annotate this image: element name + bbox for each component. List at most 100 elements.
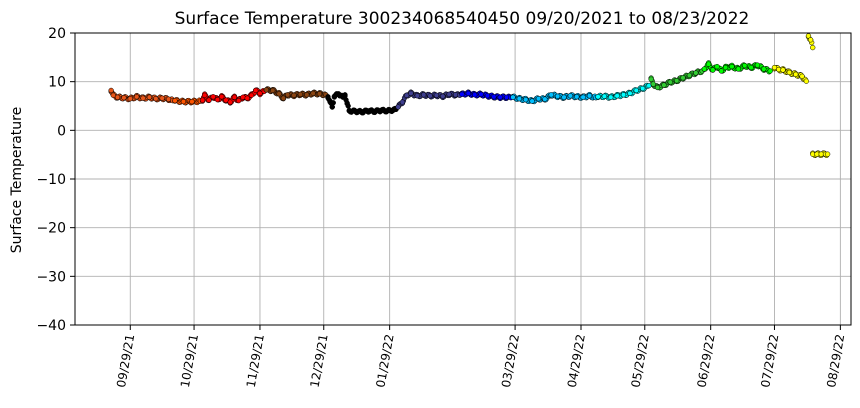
data-point xyxy=(561,94,567,100)
data-point xyxy=(654,84,661,91)
data-point xyxy=(214,97,221,103)
data-point xyxy=(223,97,229,103)
data-series xyxy=(701,60,773,75)
data-point xyxy=(667,79,673,85)
data-point xyxy=(718,68,724,74)
data-point xyxy=(189,98,195,105)
data-point xyxy=(335,91,342,97)
data-point xyxy=(414,93,420,99)
data-point xyxy=(329,104,335,110)
x-tick-label: 11/29/21 xyxy=(244,333,267,389)
data-point xyxy=(446,91,452,97)
data-point xyxy=(127,96,133,102)
data-point xyxy=(121,95,127,101)
data-point xyxy=(735,66,741,72)
data-point xyxy=(257,90,263,96)
data-point xyxy=(270,87,276,94)
data-point xyxy=(459,91,465,97)
data-point xyxy=(263,87,269,93)
data-point xyxy=(310,90,316,96)
data-point xyxy=(297,91,304,97)
data-point xyxy=(661,82,667,88)
data-point xyxy=(240,94,246,100)
data-point xyxy=(810,44,816,51)
data-point xyxy=(542,96,548,102)
data-point xyxy=(291,92,297,98)
y-tick-label: −20 xyxy=(36,221,66,237)
data-point xyxy=(620,92,627,98)
data-point xyxy=(824,151,831,157)
data-series xyxy=(108,87,176,104)
data-point xyxy=(276,91,282,97)
data-point xyxy=(284,92,291,98)
data-point xyxy=(523,97,529,103)
data-point xyxy=(580,94,586,100)
data-point xyxy=(280,95,287,101)
data-point xyxy=(472,92,478,98)
data-point xyxy=(110,92,116,98)
data-point xyxy=(780,67,786,73)
data-point xyxy=(440,93,446,99)
data-point xyxy=(693,70,699,76)
data-point xyxy=(231,94,238,100)
data-point xyxy=(327,99,333,105)
data-point xyxy=(722,64,729,71)
data-point xyxy=(803,78,810,84)
data-point xyxy=(465,90,471,96)
data-point xyxy=(771,64,778,71)
data-point xyxy=(365,108,372,114)
data-point xyxy=(705,61,712,67)
data-point xyxy=(710,67,716,73)
data-point xyxy=(114,94,121,100)
data-point xyxy=(627,90,633,96)
data-point xyxy=(714,63,720,70)
data-point xyxy=(633,87,639,94)
data-point xyxy=(608,94,614,100)
data-point xyxy=(433,92,440,98)
data-point xyxy=(172,97,178,104)
data-point xyxy=(202,92,208,98)
x-tick-label: 07/29/22 xyxy=(758,333,781,389)
data-point xyxy=(601,93,608,99)
data-point xyxy=(346,108,352,114)
data-point xyxy=(384,108,391,114)
x-tick-label: 08/29/22 xyxy=(824,333,847,389)
grid-layer xyxy=(75,32,851,326)
data-point xyxy=(352,108,359,115)
data-series xyxy=(395,89,463,110)
data-point xyxy=(325,94,331,100)
data-point xyxy=(408,90,414,96)
data-point xyxy=(807,37,814,43)
data-point xyxy=(378,107,384,114)
data-point xyxy=(153,96,159,102)
data-point xyxy=(219,94,225,100)
data-point xyxy=(761,66,767,72)
data-point xyxy=(595,94,601,100)
data-point xyxy=(567,93,574,99)
x-tick-label: 06/29/22 xyxy=(694,333,717,389)
data-point xyxy=(478,91,484,97)
data-point xyxy=(554,93,561,99)
data-point xyxy=(199,97,206,103)
data-point xyxy=(574,94,580,100)
data-series xyxy=(459,89,514,102)
data-series xyxy=(325,91,399,116)
data-point xyxy=(331,93,338,99)
data-point xyxy=(497,94,503,100)
plot-frame xyxy=(74,32,852,326)
data-point xyxy=(108,87,114,94)
data-point xyxy=(729,63,735,70)
data-point xyxy=(140,95,146,101)
y-tick-label: −30 xyxy=(36,269,66,285)
data-point xyxy=(484,93,491,99)
data-series xyxy=(199,87,267,106)
data-point xyxy=(227,99,233,105)
data-point xyxy=(427,93,433,99)
data-point xyxy=(701,66,707,72)
y-tick-label: 10 xyxy=(48,75,66,91)
data-series xyxy=(263,86,329,102)
data-point xyxy=(236,97,242,104)
data-point xyxy=(159,95,165,101)
data-point xyxy=(180,98,187,105)
